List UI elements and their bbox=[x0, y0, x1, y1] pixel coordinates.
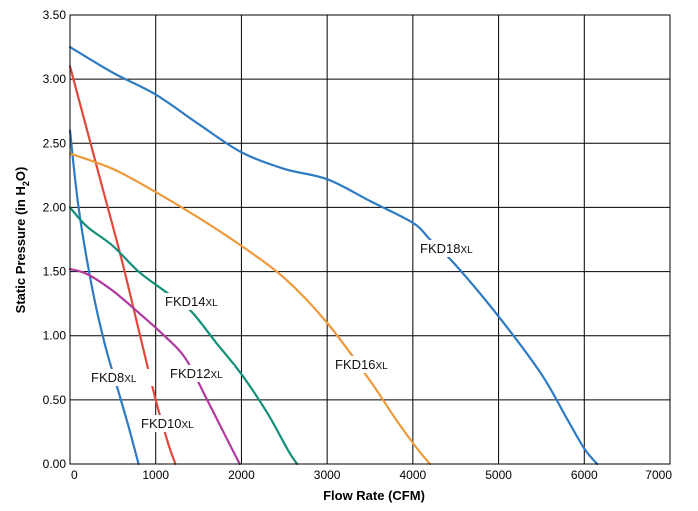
y-axis-title: Static Pressure (in H2O) bbox=[13, 167, 31, 314]
series-layer bbox=[68, 45, 599, 466]
series-label-bg bbox=[163, 293, 229, 310]
series-line-fkd18xl bbox=[68, 45, 599, 466]
series-label-main: FKD14 bbox=[165, 294, 205, 309]
y-tick-label: 3.50 bbox=[43, 8, 67, 22]
series-label-fkd18xl: FKD18XL bbox=[420, 241, 473, 256]
series-label-fkd14xl: FKD14XL bbox=[165, 294, 218, 309]
x-tick-labels: 0 1000 2000 3000 4000 5000 6000 7000 bbox=[71, 468, 672, 482]
series-line-fkd8xl bbox=[68, 129, 140, 466]
x-tick-label: 0 bbox=[71, 468, 78, 482]
series-label-suffix: XL bbox=[210, 370, 223, 381]
series-label-bg bbox=[333, 356, 399, 373]
series-label-main: FKD10 bbox=[141, 416, 181, 431]
series-label-suffix: XL bbox=[205, 298, 218, 309]
y-tick-labels: 0.00 0.50 1.00 1.50 2.00 2.50 3.00 3.50 bbox=[43, 8, 67, 471]
series-label-main: FKD8 bbox=[91, 370, 124, 385]
series-label-bg bbox=[168, 365, 234, 382]
series-line-fkd14xl bbox=[68, 206, 299, 466]
series-line-fkd16xl bbox=[68, 152, 432, 466]
x-tick-label: 6000 bbox=[571, 468, 598, 482]
x-tick-label: 4000 bbox=[400, 468, 427, 482]
y-tick-label: 1.00 bbox=[43, 329, 67, 343]
x-tick-label: 7000 bbox=[645, 468, 672, 482]
series-line-fkd10xl bbox=[68, 65, 177, 466]
series-label-main: FKD18 bbox=[420, 241, 460, 256]
series-line-fkd12xl bbox=[68, 267, 241, 466]
series-label-fkd8xl: FKD8XL bbox=[91, 370, 137, 385]
series-label-main: FKD16 bbox=[335, 357, 375, 372]
y-tick-label: 0.00 bbox=[43, 457, 67, 471]
grid bbox=[69, 14, 671, 465]
y-axis-title-subscript: 2 bbox=[21, 181, 31, 186]
series-label-fkd12xl: FKD12XL bbox=[170, 366, 223, 381]
series-labels: FKD8XLFKD10XLFKD12XLFKD14XLFKD16XLFKD18X… bbox=[89, 240, 484, 432]
x-tick-label: 2000 bbox=[228, 468, 255, 482]
x-tick-label: 1000 bbox=[142, 468, 169, 482]
series-label-fkd16xl: FKD16XL bbox=[335, 357, 388, 372]
series-label-suffix: XL bbox=[181, 420, 194, 431]
y-tick-label: 2.50 bbox=[43, 136, 67, 150]
y-tick-label: 3.00 bbox=[43, 72, 67, 86]
series-label-bg bbox=[418, 240, 484, 257]
y-tick-label: 2.00 bbox=[43, 200, 67, 214]
series-label-main: FKD12 bbox=[170, 366, 210, 381]
series-label-bg bbox=[139, 415, 205, 432]
series-label-suffix: XL bbox=[375, 361, 388, 372]
y-axis-title-main: Static Pressure (in H bbox=[13, 186, 28, 313]
series-label-suffix: XL bbox=[124, 374, 137, 385]
y-tick-label: 0.50 bbox=[43, 393, 67, 407]
x-axis-title: Flow Rate (CFM) bbox=[323, 488, 425, 503]
series-label-fkd10xl: FKD10XL bbox=[141, 416, 194, 431]
x-tick-label: 5000 bbox=[485, 468, 512, 482]
series-label-bg bbox=[89, 369, 155, 386]
series-label-suffix: XL bbox=[460, 245, 473, 256]
y-axis-title-end: O) bbox=[13, 167, 28, 181]
x-tick-label: 3000 bbox=[314, 468, 341, 482]
plot-frame bbox=[69, 14, 671, 465]
y-tick-label: 1.50 bbox=[43, 265, 67, 279]
